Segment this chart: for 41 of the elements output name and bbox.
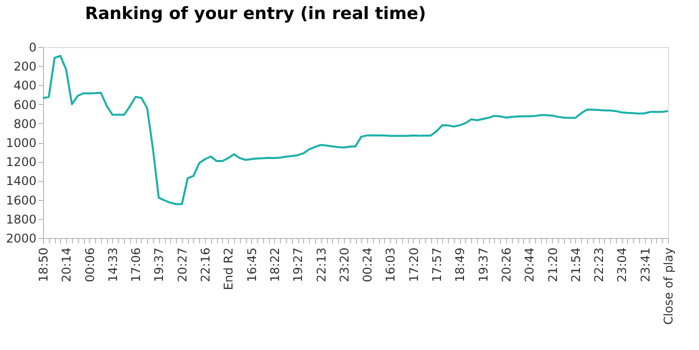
y-tick-label: 600 [14,98,36,112]
x-tick-label: 23:20 [337,248,352,282]
y-tick-label: 800 [14,116,36,131]
y-tick-label: 200 [14,60,36,74]
x-tick-label: 17:06 [129,248,144,282]
x-tick-label: Close of play [662,248,676,325]
y-tick-label: 1400 [6,174,36,188]
x-tick-label: 18:50 [36,248,50,282]
x-tick-label: 17:57 [430,248,444,282]
x-tick-label: 23:41 [638,248,652,282]
x-tick-label: 18:49 [453,248,468,282]
x-tick-label: 20:14 [60,248,74,282]
x-tick-label: 00:06 [82,248,97,282]
x-tick-label: 23:04 [615,248,630,282]
x-tick-label: 22:16 [198,248,213,282]
x-tick-label: 19:27 [291,248,306,282]
x-tick-label: 20:27 [175,248,190,282]
y-tick-label: 400 [14,78,36,93]
x-tick-label: 19:37 [476,248,490,282]
x-tick-label: 19:37 [152,248,166,282]
y-tick-label: 1800 [6,212,36,226]
x-tick-label: 16:03 [384,248,398,282]
x-tick-label: 20:26 [499,248,514,282]
x-tick-label: 14:33 [106,248,120,282]
y-tick-label: 1000 [6,136,36,150]
x-tick-label: 18:22 [268,248,282,282]
x-tick-label: 21:20 [546,248,560,282]
x-tick-label: 22:13 [314,248,328,282]
x-tick-label: 20:44 [522,248,537,282]
chart-title: Ranking of your entry (in real time) [84,4,426,24]
y-tick-label: 2000 [6,232,36,246]
x-tick-label: 22:23 [592,248,606,282]
x-tick-label: 21:54 [568,248,583,282]
y-tick-label: 0 [28,40,36,54]
x-tick-label: 17:20 [406,248,421,282]
y-tick-label: 1600 [6,193,36,208]
x-tick-label: End R2 [222,248,236,290]
x-tick-label: 00:24 [360,248,375,282]
y-tick-label: 1200 [6,155,36,170]
x-tick-label: 16:45 [244,248,259,282]
line-series [42,54,669,206]
